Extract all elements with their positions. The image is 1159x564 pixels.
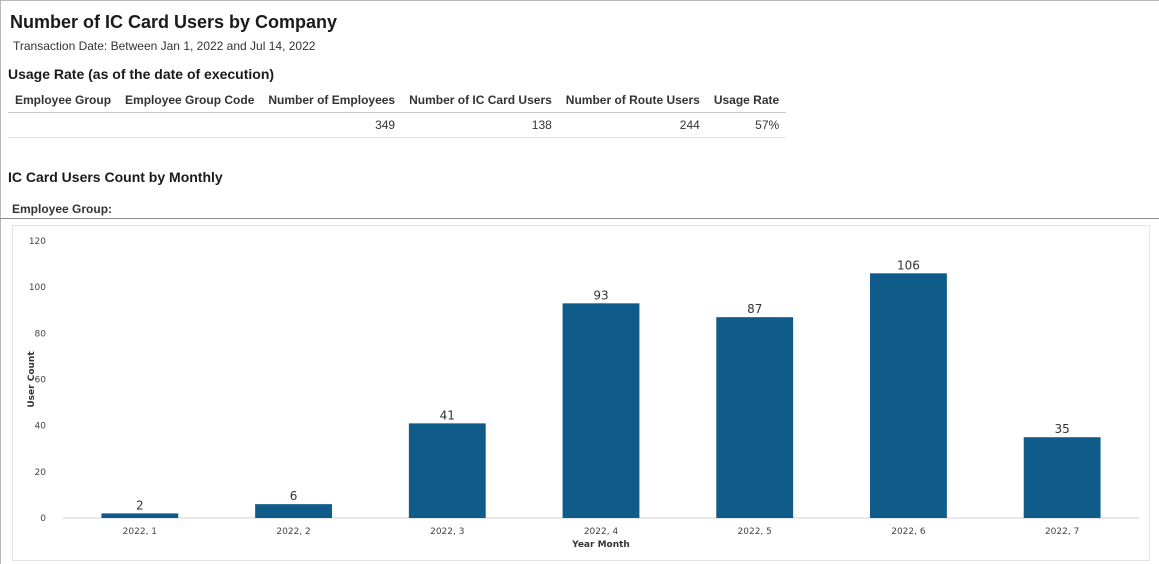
bar: [870, 273, 947, 518]
x-tick-label: 2022, 4: [584, 527, 619, 537]
column-header-route-users: Number of Route Users: [558, 89, 707, 113]
bar-chart: 0 20 40 60 80 100 120 User Count 2 2022, 1 6 2022, …: [27, 237, 1139, 550]
data-label: 2: [136, 498, 144, 512]
y-tick-label: 100: [29, 283, 46, 293]
x-tick-label: 2022, 6: [891, 527, 926, 537]
y-tick-label: 80: [35, 329, 47, 339]
cell-route-users: 244: [558, 112, 707, 138]
employee-group-label: Employee Group:: [12, 202, 113, 216]
y-tick-label: 120: [29, 237, 46, 247]
column-header-employee-group-code: Employee Group Code: [118, 89, 262, 113]
x-tick-label: 2022, 7: [1045, 527, 1079, 537]
y-axis-label: User Count: [27, 351, 37, 408]
monthly-chart-title: IC Card Users Count by Monthly: [8, 169, 223, 185]
divider: [0, 218, 1159, 219]
chart-container: 0 20 40 60 80 100 120 User Count 2 2022, 1 6 2022, …: [12, 225, 1150, 561]
table-row: 349 138 244 57%: [8, 112, 787, 138]
data-label: 6: [290, 489, 298, 503]
bar: [716, 317, 794, 518]
bar: [101, 513, 179, 518]
data-label: 106: [897, 258, 920, 272]
column-header-number-of-employees: Number of Employees: [261, 89, 403, 113]
y-tick-label: 40: [35, 422, 47, 432]
data-label: 35: [1055, 422, 1070, 436]
column-header-usage-rate: Usage Rate: [706, 89, 787, 113]
cell-number-of-employees: 349: [261, 112, 403, 138]
y-tick-label: 20: [35, 468, 47, 478]
y-tick-label: 60: [35, 376, 47, 386]
data-label: 87: [747, 302, 762, 316]
column-header-employee-group: Employee Group: [8, 89, 119, 113]
x-tick-label: 2022, 2: [276, 527, 310, 537]
x-tick-label: 2022, 3: [430, 527, 464, 537]
table-header-row: Employee Group Employee Group Code Numbe…: [8, 89, 787, 113]
cell-employee-group: [8, 112, 119, 138]
bar: [408, 423, 486, 518]
report-title: Number of IC Card Users by Company: [10, 12, 338, 32]
cell-ic-card-users: 138: [402, 112, 559, 138]
data-label: 93: [593, 288, 608, 302]
report-subtitle: Transaction Date: Between Jan 1, 2022 an…: [13, 39, 316, 53]
bar: [1023, 437, 1101, 518]
usage-rate-table: Employee Group Employee Group Code Numbe…: [8, 89, 787, 138]
bar: [562, 303, 640, 518]
data-label: 41: [440, 408, 455, 422]
x-tick-label: 2022, 5: [738, 527, 772, 537]
bar: [255, 504, 332, 518]
x-tick-label: 2022, 1: [123, 527, 157, 537]
cell-usage-rate: 57%: [706, 112, 787, 138]
usage-rate-title: Usage Rate (as of the date of execution): [8, 66, 275, 82]
x-axis-label: Year Month: [571, 540, 630, 550]
cell-employee-group-code: [118, 112, 262, 138]
y-tick-label: 0: [40, 514, 46, 524]
column-header-ic-card-users: Number of IC Card Users: [402, 89, 559, 113]
